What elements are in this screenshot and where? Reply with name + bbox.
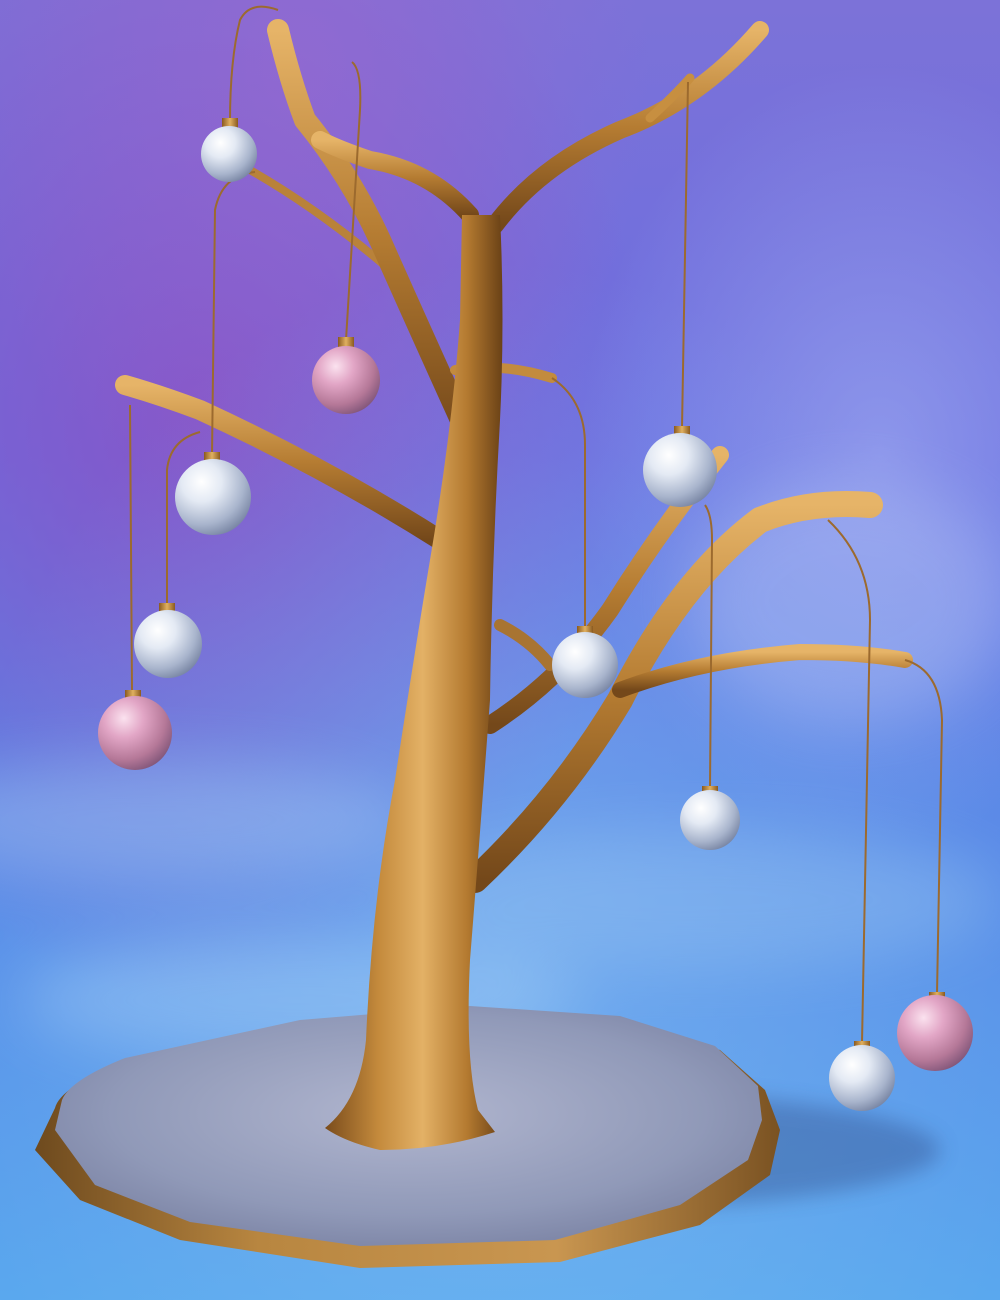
tree-trunk — [325, 215, 503, 1150]
branch-left-thin — [246, 166, 394, 274]
ornament-7 — [552, 626, 618, 698]
tree-branches — [115, 19, 913, 893]
string-4 — [166, 431, 201, 605]
ornament-2 — [312, 337, 380, 414]
string-1 — [229, 5, 279, 123]
branch-stub — [494, 619, 556, 671]
string-7 — [551, 377, 586, 628]
branch-top-crook — [311, 131, 479, 224]
string-9 — [827, 519, 872, 1044]
branch-left-main — [267, 19, 481, 451]
branch-right-lower — [612, 644, 913, 698]
string-5 — [129, 404, 133, 693]
string-10 — [904, 659, 944, 995]
ornament-8 — [680, 786, 740, 850]
ornaments — [98, 118, 973, 1111]
string-6 — [681, 81, 689, 429]
ornament-10 — [897, 992, 973, 1071]
ornament-5 — [98, 690, 172, 770]
ornament-6 — [643, 426, 717, 507]
string-2 — [345, 61, 362, 341]
branch-right-big — [462, 491, 883, 893]
ornament-9 — [829, 1041, 895, 1111]
branch-left-long — [115, 375, 450, 550]
ornament-4 — [134, 603, 202, 678]
string-8 — [704, 504, 714, 789]
ornament-1 — [201, 118, 257, 182]
ornament-3 — [175, 452, 251, 535]
branch-right-twig — [645, 73, 695, 123]
branch-right-upper — [486, 21, 769, 234]
